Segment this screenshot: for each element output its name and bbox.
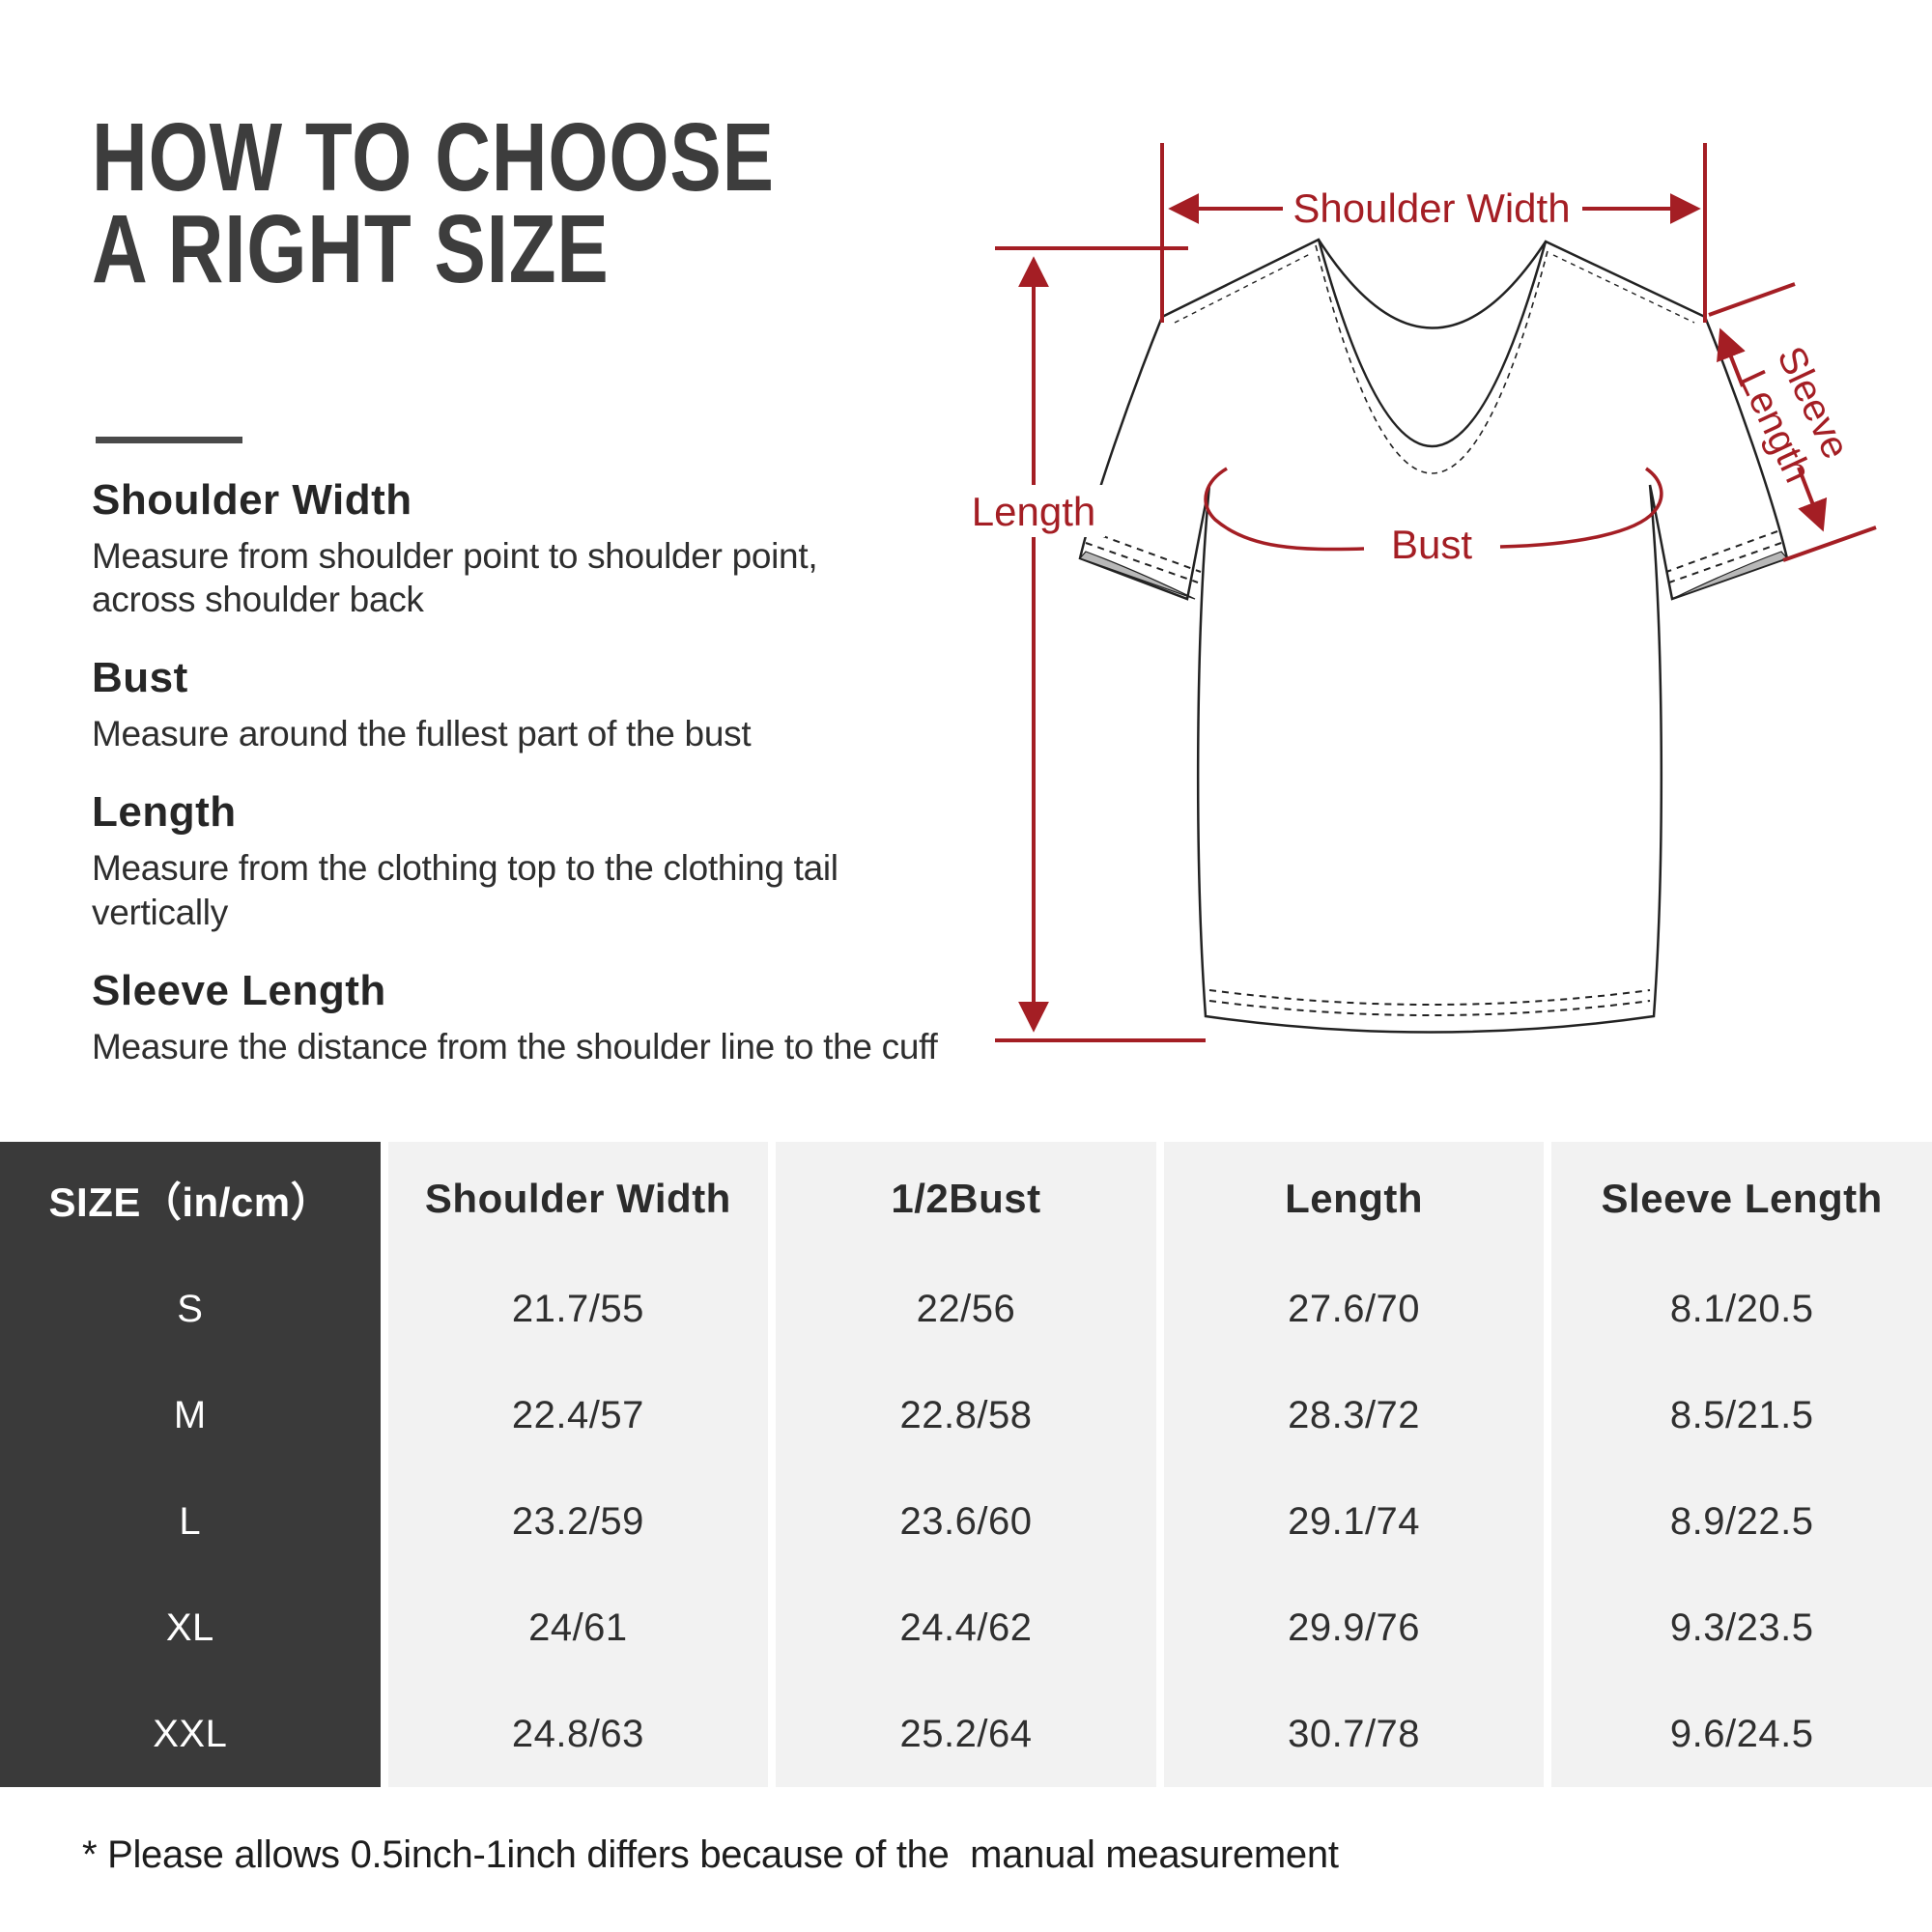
length-label-backdrop xyxy=(962,485,1105,537)
measurement-header-cell: Shoulder Width xyxy=(424,1176,731,1221)
section-description: Measure around the fullest part of the b… xyxy=(92,714,752,754)
collar-stitch-line xyxy=(1315,244,1549,474)
section-heading: Bust xyxy=(92,654,188,702)
measurement-value-cell: 29.1/74 xyxy=(1288,1499,1421,1543)
section-description: Measure the distance from the shoulder l… xyxy=(92,1026,938,1066)
section-heading: Length xyxy=(92,788,237,837)
page-title-line2: A RIGHT SIZE xyxy=(92,195,610,303)
measurement-value-cell: 28.3/72 xyxy=(1288,1393,1421,1436)
title-divider xyxy=(96,437,242,443)
shoulder-width-dimension-label: Shoulder Width xyxy=(1293,185,1570,231)
measurement-value-cell: 24.8/63 xyxy=(511,1712,644,1755)
measurement-value-cell: 25.2/64 xyxy=(899,1712,1033,1755)
cuff-shade-left xyxy=(1078,551,1196,600)
measurement-value-cell: 29.9/76 xyxy=(1288,1605,1421,1649)
size-label-cell: XXL xyxy=(153,1712,228,1755)
size-unit-header-cell: SIZE（in/cm） xyxy=(48,1179,332,1225)
measurement-value-cell: 27.6/70 xyxy=(1288,1287,1421,1330)
cuff-shade-right xyxy=(1671,551,1789,600)
measurement-value-cell: 22.8/58 xyxy=(899,1393,1033,1436)
tshirt-body xyxy=(1078,238,1789,1034)
hem-stitch-lines xyxy=(1208,989,1651,1016)
size-table-size-column: SIZE（in/cm） S M L XL XXL xyxy=(0,1142,381,1787)
measure-guide-panel: HOW TO CHOOSE A RIGHT SIZE Shoulder Widt… xyxy=(92,85,1058,1068)
measurement-value-cell: 22.4/57 xyxy=(511,1393,644,1436)
measurement-value-cell: 23.6/60 xyxy=(899,1499,1033,1543)
sleeve-tick-cuff xyxy=(1782,526,1877,562)
section-description: Measure from the clothing top to the clo… xyxy=(92,848,838,932)
measurement-header-cell: Sleeve Length xyxy=(1601,1176,1883,1221)
section-sleeve-length: Sleeve Length Measure the distance from … xyxy=(92,967,1058,1068)
sleeve-length-arrow-down xyxy=(1797,467,1828,532)
collar-front-seam xyxy=(1317,239,1548,448)
size-table-column: Sleeve Length 8.1/20.5 8.5/21.5 8.9/22.5 9.3… xyxy=(1551,1142,1932,1787)
shoulder-seam-stitch-left xyxy=(1174,252,1313,324)
length-dimension-label: Length xyxy=(972,489,1095,534)
measurement-header-cell: 1/2Bust xyxy=(891,1176,1041,1221)
measurement-annotations xyxy=(995,143,1877,1042)
section-heading: Sleeve Length xyxy=(92,966,386,1014)
measurement-value-cell: 8.9/22.5 xyxy=(1669,1499,1814,1543)
measurement-value-cell: 8.1/20.5 xyxy=(1669,1287,1814,1330)
size-label-cell: L xyxy=(179,1499,202,1543)
page-title-line1: HOW TO CHOOSE xyxy=(92,103,775,212)
sleeve-length-arrow-up xyxy=(1717,327,1746,387)
measurement-value-cell: 30.7/78 xyxy=(1288,1712,1421,1755)
size-table-column: 1/2Bust 22/56 22.8/58 23.6/60 24.4/62 25.2/64 xyxy=(776,1142,1156,1787)
measurement-header-cell: Length xyxy=(1285,1176,1424,1221)
tshirt-outline xyxy=(1078,238,1789,1034)
size-label-cell: XL xyxy=(165,1605,214,1649)
section-heading: Shoulder Width xyxy=(92,476,412,524)
page-title: HOW TO CHOOSE A RIGHT SIZE xyxy=(92,109,865,298)
shoulder-seam-stitch-right xyxy=(1552,254,1695,324)
measurement-value-cell: 9.3/23.5 xyxy=(1669,1605,1814,1649)
measurement-value-cell: 21.7/55 xyxy=(511,1287,644,1330)
size-label-cell: S xyxy=(177,1287,204,1330)
size-label-cell: M xyxy=(173,1393,207,1436)
bust-arc-right xyxy=(1499,467,1663,549)
section-description: Measure from shoulder point to shoulder … xyxy=(92,536,818,620)
measurement-disclaimer: * Please allows 0.5inch-1inch differs be… xyxy=(82,1833,1339,1876)
measurement-value-cell: 23.2/59 xyxy=(511,1499,644,1543)
section-bust: Bust Measure around the fullest part of … xyxy=(92,654,1058,755)
size-table: SIZE（in/cm） S M L XL XXL Shoulder Width 21.7/55… xyxy=(0,1142,1932,1787)
bust-arc-left xyxy=(1204,467,1365,552)
measurement-value-cell: 8.5/21.5 xyxy=(1669,1393,1814,1436)
section-shoulder-width: Shoulder Width Measure from shoulder poi… xyxy=(92,476,1058,621)
section-length: Length Measure from the clothing top to … xyxy=(92,788,1058,933)
measurement-value-cell: 9.6/24.5 xyxy=(1669,1712,1814,1755)
measurement-value-cell: 22/56 xyxy=(916,1287,1016,1330)
tshirt-measurement-diagram: Shoulder Width Length Bust Sleeve Length xyxy=(962,143,1877,1042)
measurement-value-cell: 24/61 xyxy=(528,1605,628,1649)
measurement-value-cell: 24.4/62 xyxy=(899,1605,1033,1649)
sleeve-tick-shoulder xyxy=(1708,282,1796,317)
bust-dimension-label: Bust xyxy=(1391,522,1472,567)
size-table-column: Shoulder Width 21.7/55 22.4/57 23.2/59 24/61… xyxy=(387,1142,769,1787)
size-table-column: Length 27.6/70 28.3/72 29.1/74 29.9/76 30.7/7… xyxy=(1163,1142,1545,1787)
